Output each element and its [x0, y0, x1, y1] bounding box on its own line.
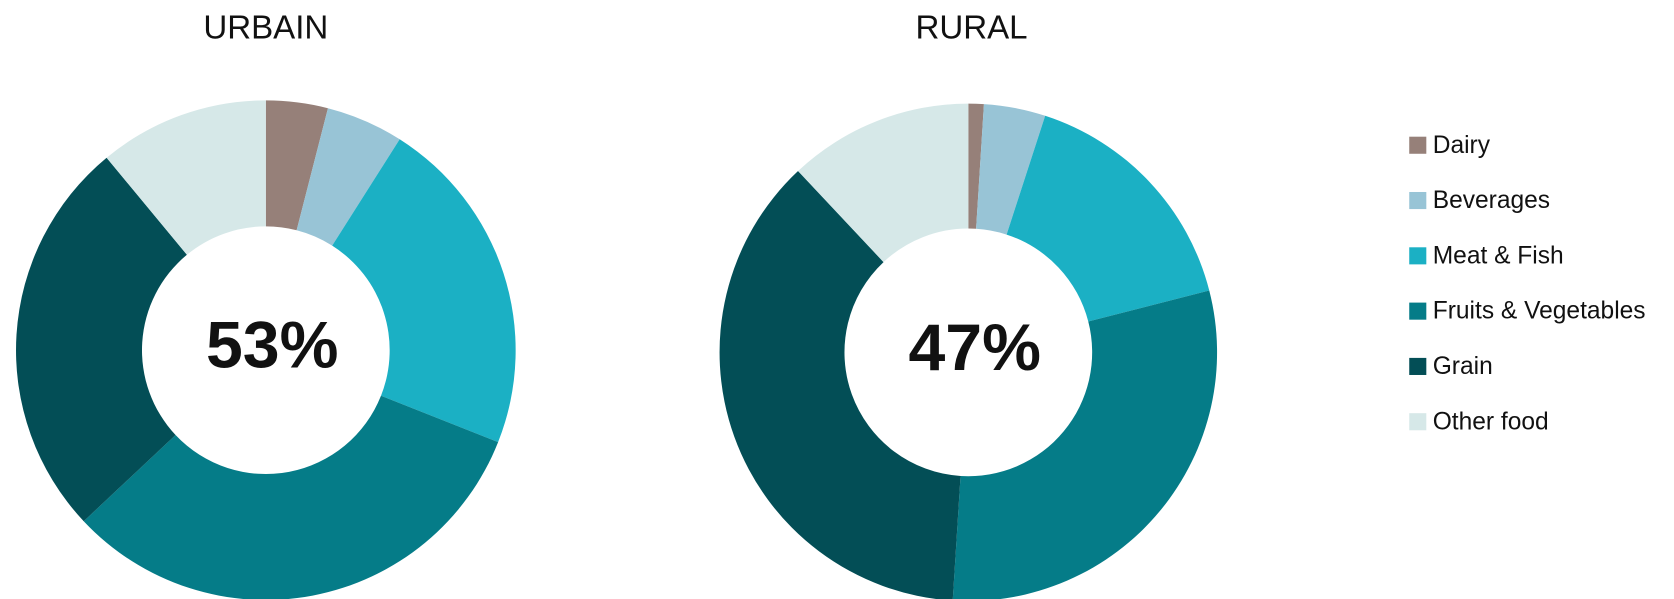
donut-slice: [296, 108, 400, 246]
donut-slice: [798, 103, 969, 263]
donut-slice: [332, 139, 516, 443]
chart-title: URBAIN: [203, 10, 328, 47]
legend-swatch: [1409, 191, 1427, 210]
donut-slice: [83, 395, 499, 599]
legend-label: Dairy: [1433, 132, 1491, 159]
legend-label: Beverages: [1433, 187, 1550, 214]
legend-label: Meat & Fish: [1433, 242, 1564, 269]
donut-slice: [106, 100, 266, 255]
legend-swatch: [1409, 357, 1427, 375]
donut-slice: [976, 104, 1046, 235]
donut-slice: [16, 157, 187, 522]
center-label: 47%: [908, 311, 1040, 385]
legend-swatch: [1409, 247, 1427, 265]
legend-swatch: [1409, 413, 1427, 431]
center-label: 53%: [206, 309, 338, 383]
chart-title: RURAL: [915, 10, 1027, 47]
legend-swatch: [1409, 136, 1427, 154]
legend-label: Other food: [1433, 408, 1549, 435]
legend-swatch: [1409, 302, 1427, 320]
donut-slice: [952, 290, 1218, 599]
donut-slice: [1006, 115, 1210, 322]
legend-label: Fruits & Vegetables: [1433, 298, 1646, 325]
donut-slice: [968, 103, 984, 229]
donut-slice: [265, 100, 328, 231]
donut-slice: [719, 171, 961, 599]
legend-label: Grain: [1433, 353, 1493, 380]
